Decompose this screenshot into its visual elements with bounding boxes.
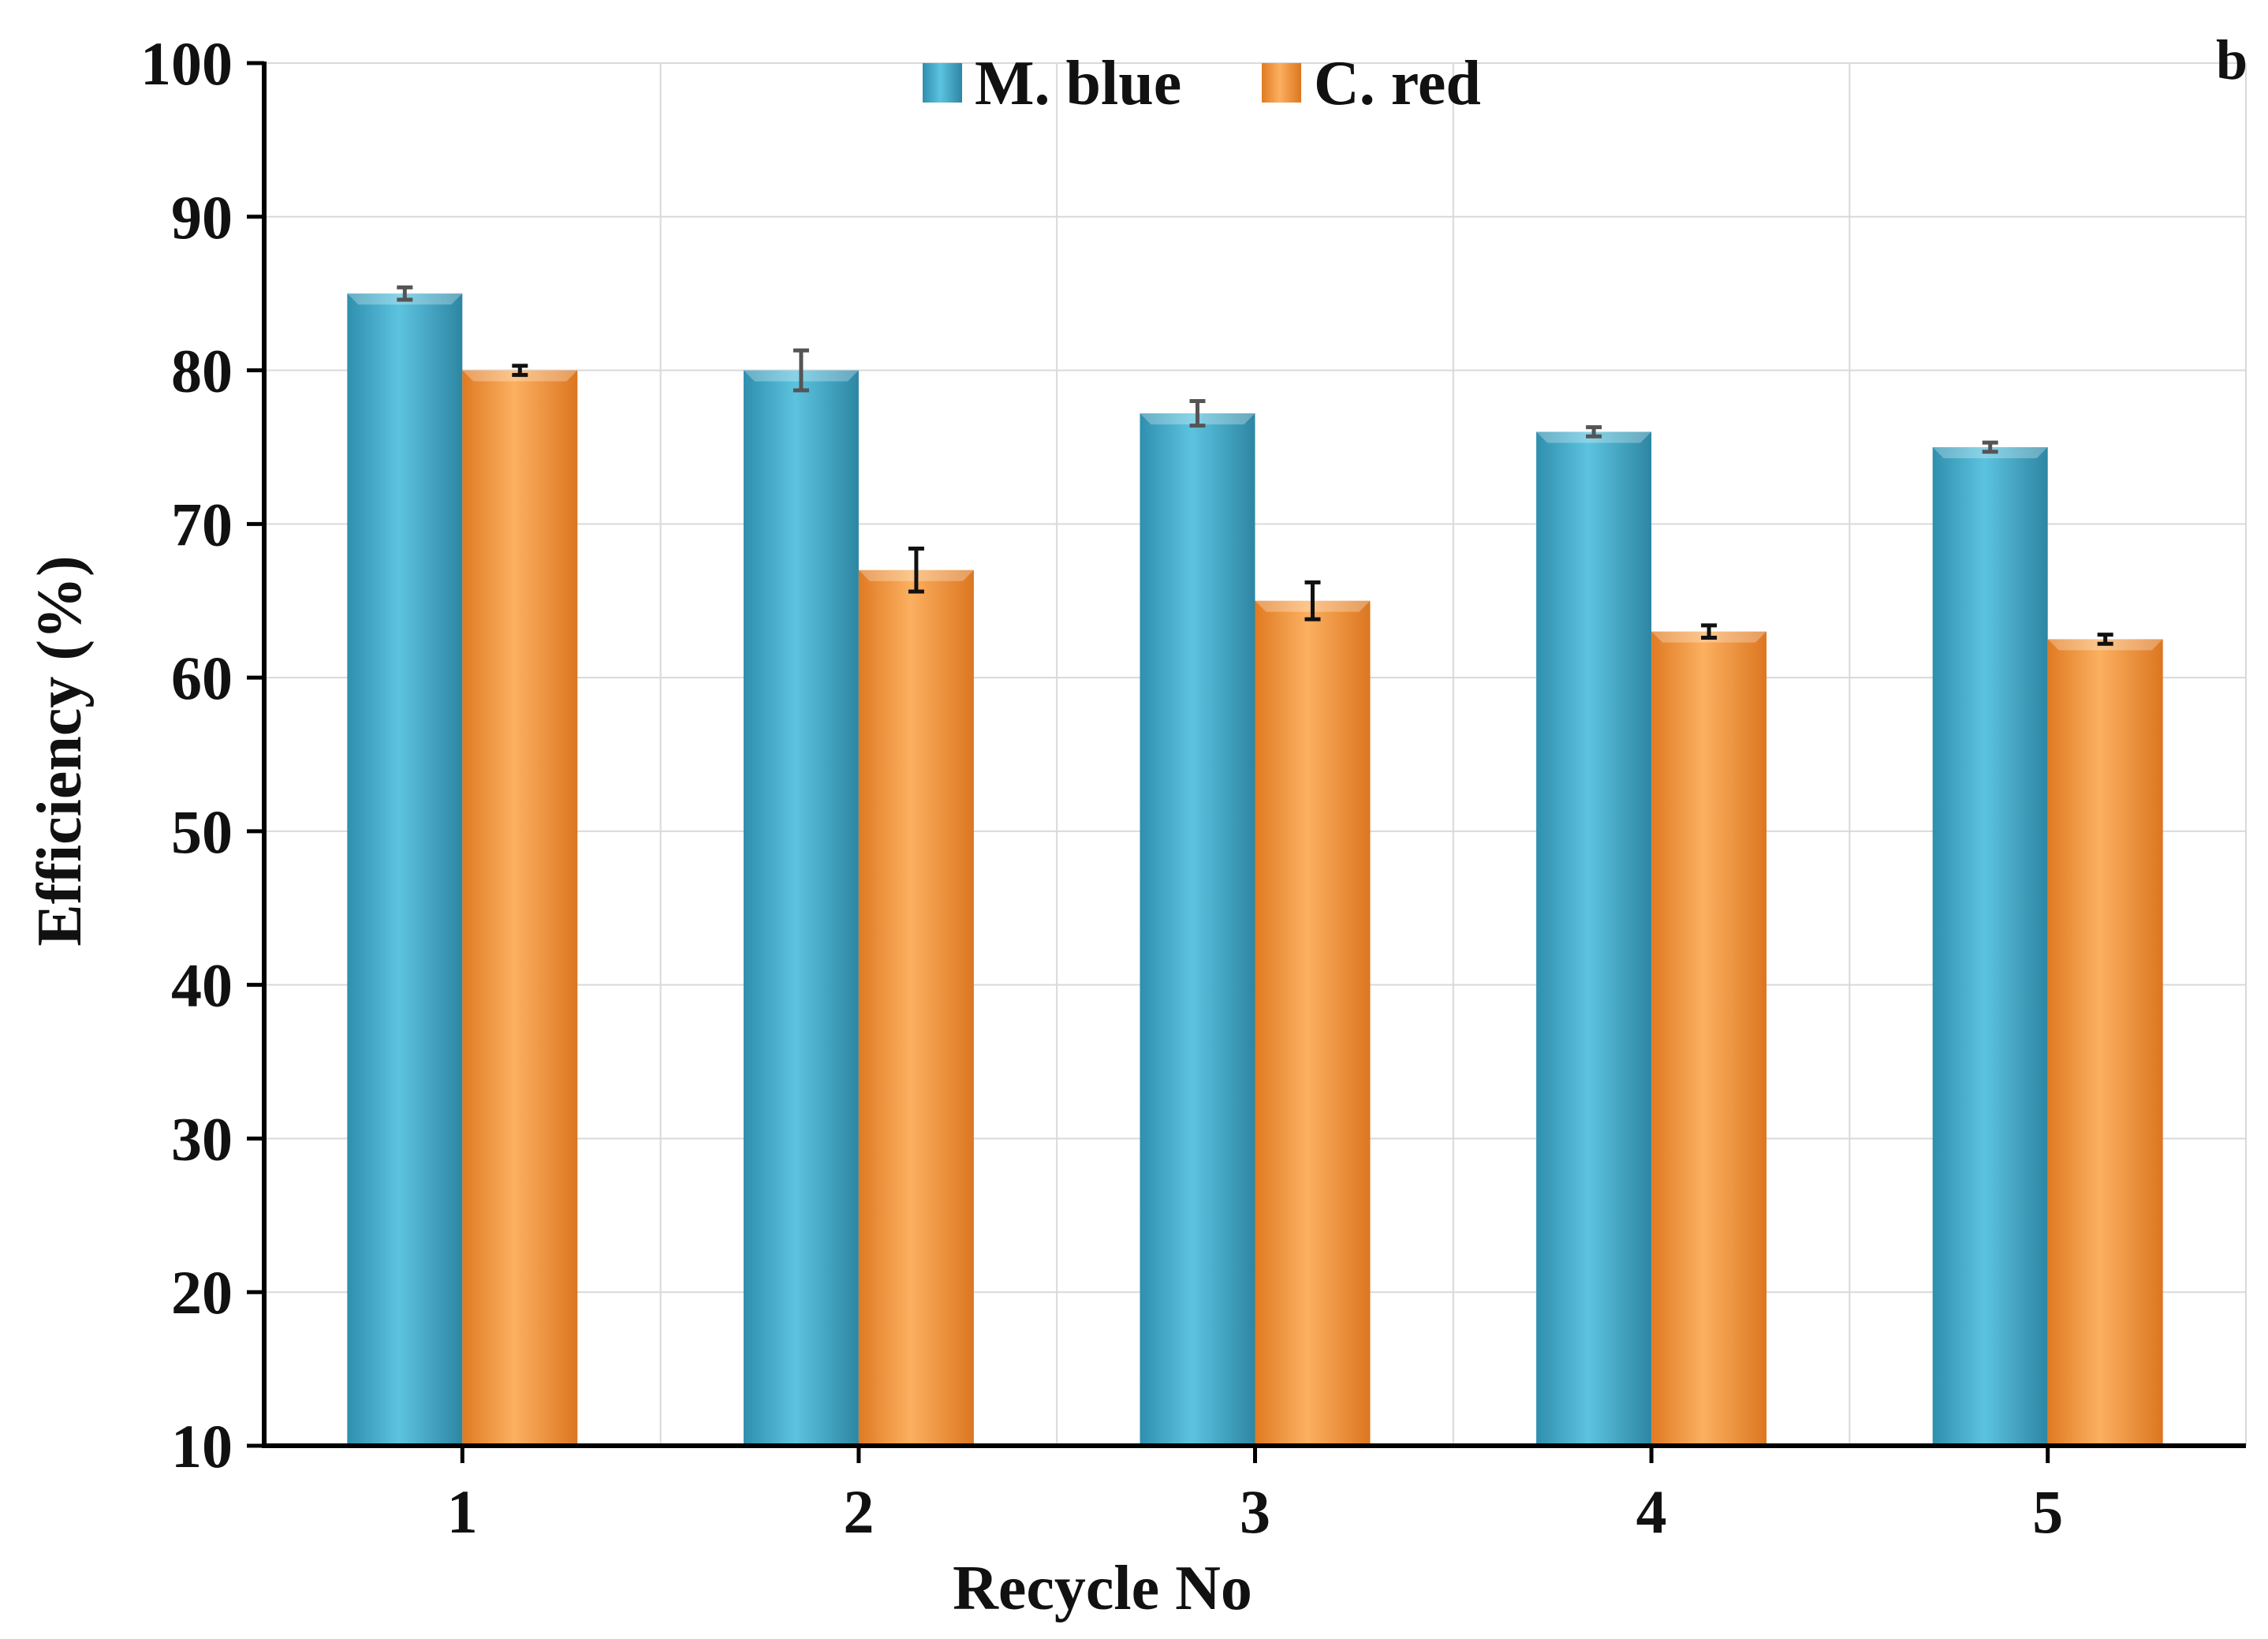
x-tick-label-4: 4 (1636, 1477, 1667, 1546)
legend-swatch-c-red (1262, 63, 1301, 103)
x-tick-label-5: 5 (2032, 1477, 2063, 1546)
y-tick-label-70: 70 (171, 490, 233, 558)
tick-labels: 10 20 30 40 50 60 70 80 90 100 1 2 3 4 5 (140, 29, 2063, 1546)
error-bar-m-blue-3 (1189, 399, 1206, 428)
bar-c-red-5 (2047, 639, 2163, 1446)
legend-label-c-red: C. red (1314, 49, 1481, 118)
bar-m-blue-2 (743, 370, 859, 1446)
error-bar-m-blue-1 (397, 285, 413, 302)
error-bar-c-red-1 (512, 364, 528, 377)
axes (247, 61, 2246, 1463)
error-bar-c-red-4 (1701, 623, 1718, 640)
y-tick-label-40: 40 (171, 951, 233, 1020)
y-tick-label-90: 90 (171, 183, 233, 252)
bar-c-red-4 (1651, 631, 1767, 1447)
y-tick-label-100: 100 (140, 29, 233, 98)
error-bar-m-blue-5 (1982, 440, 1998, 454)
bar-c-red-1 (462, 370, 578, 1446)
y-tick-label-30: 30 (171, 1104, 233, 1173)
bar-m-blue-3 (1140, 413, 1255, 1447)
bar-m-blue-5 (1932, 446, 2048, 1446)
error-bar-c-red-3 (1304, 580, 1321, 622)
y-tick-label-80: 80 (171, 337, 233, 405)
y-tick-label-60: 60 (171, 644, 233, 712)
error-bar-c-red-5 (2097, 633, 2113, 646)
legend: M. blue C. red (923, 49, 1481, 118)
y-tick-label-10: 10 (171, 1412, 233, 1480)
bar-c-red-3 (1255, 600, 1371, 1447)
legend-swatch-m-blue (923, 63, 962, 103)
bars (347, 285, 2163, 1447)
error-bar-m-blue-4 (1586, 425, 1602, 439)
x-tick-label-1: 1 (447, 1477, 478, 1546)
x-tick-label-3: 3 (1240, 1477, 1270, 1546)
panel-label: b (2216, 28, 2247, 91)
bar-m-blue-4 (1536, 431, 1652, 1446)
error-bar-c-red-2 (908, 546, 924, 594)
bar-c-red-2 (858, 569, 974, 1447)
error-bar-m-blue-2 (793, 348, 809, 393)
x-tick-label-2: 2 (843, 1477, 874, 1546)
x-axis-title: Recycle No (953, 1554, 1252, 1623)
y-axis-title: Efficiency (%) (25, 555, 95, 946)
y-tick-label-20: 20 (171, 1258, 233, 1327)
bar-m-blue-1 (347, 293, 463, 1447)
y-tick-label-50: 50 (171, 797, 233, 866)
legend-label-m-blue: M. blue (975, 49, 1181, 118)
